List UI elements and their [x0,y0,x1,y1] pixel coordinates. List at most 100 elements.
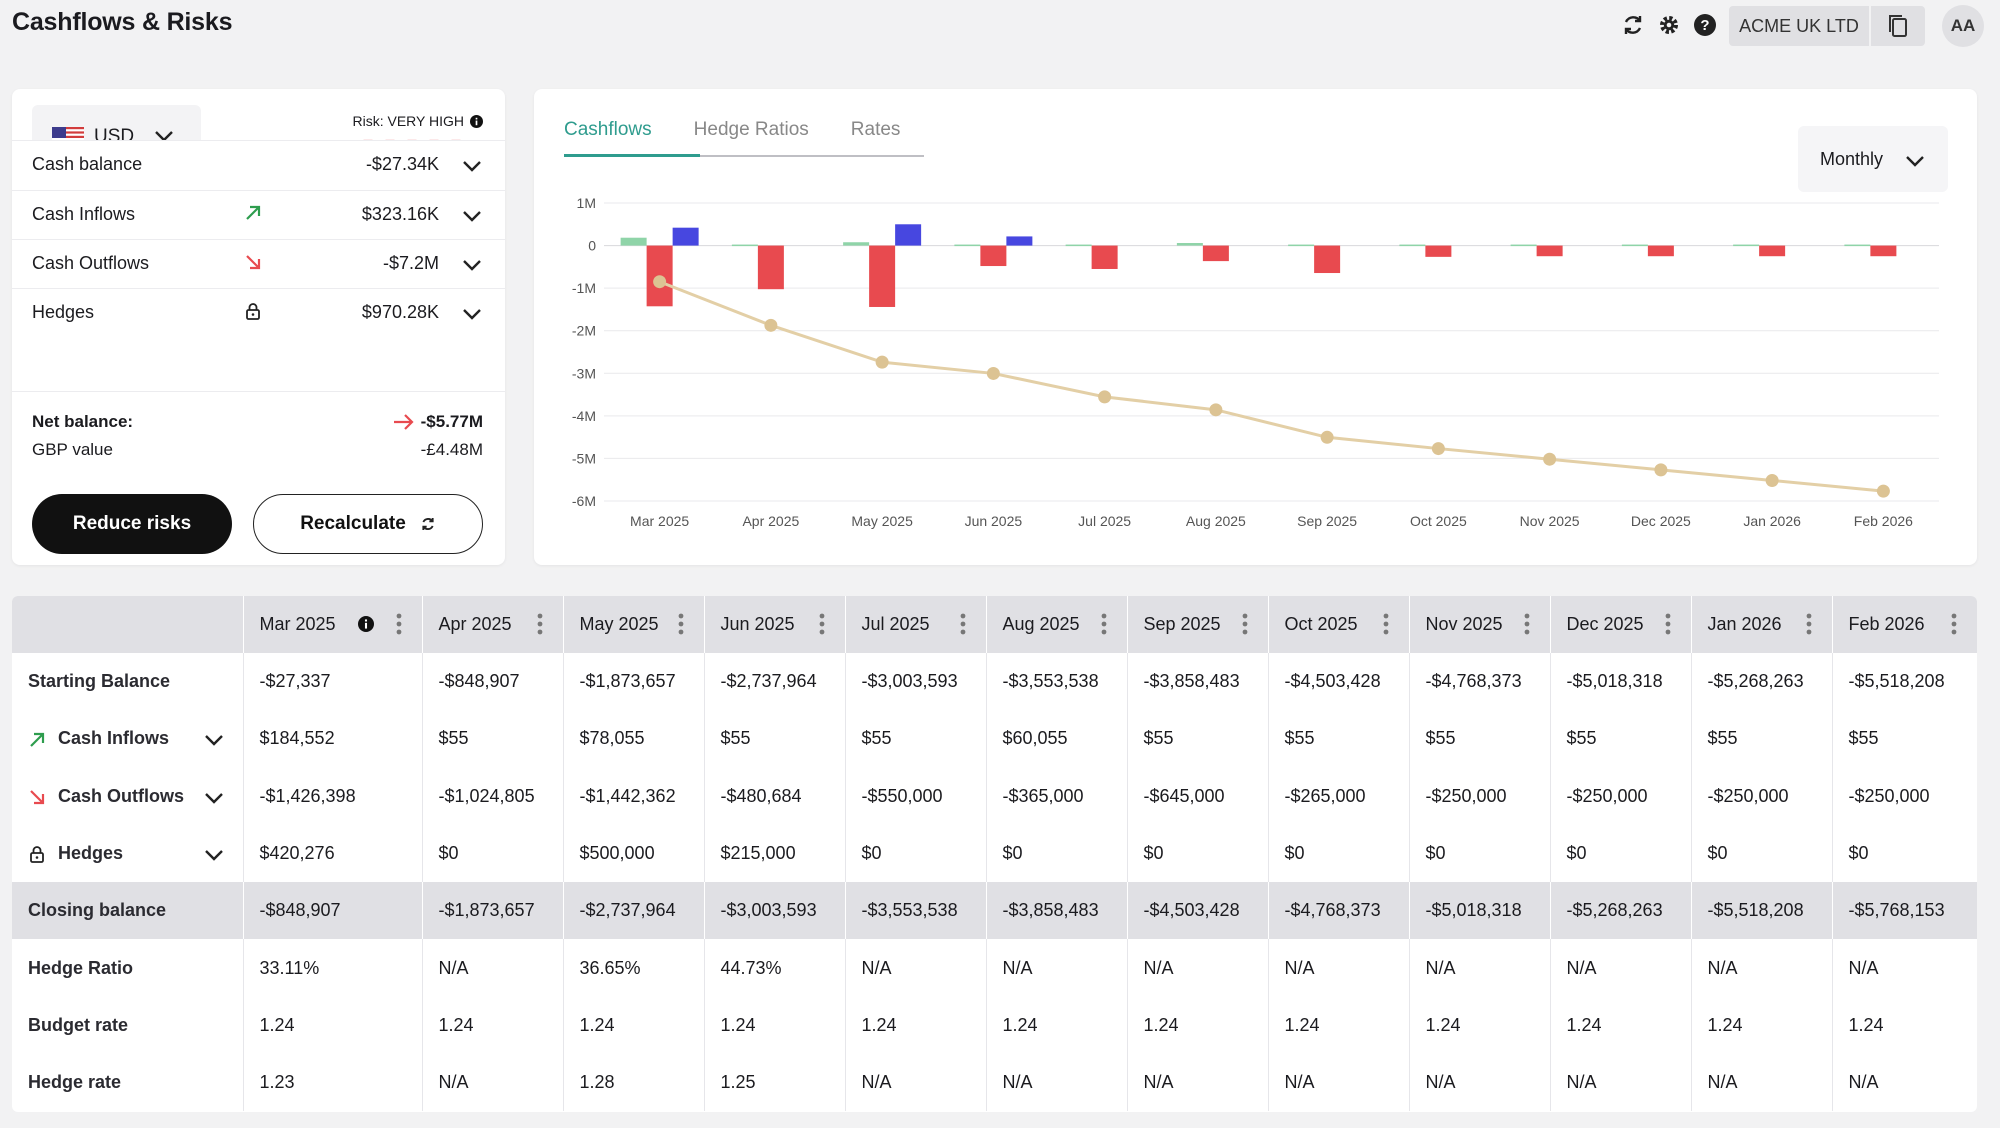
table-cell: -$5,018,318 [1549,653,1691,711]
chevron-down-icon[interactable] [461,303,483,325]
kebab-menu-icon[interactable] [396,613,402,635]
bar-inflow[interactable] [843,242,870,246]
bar-outflow[interactable] [1870,245,1897,257]
recalculate-button[interactable]: Recalculate [253,494,483,554]
bar-outflow[interactable] [980,245,1007,267]
refresh-icon [422,517,434,531]
bar-outflow[interactable] [757,245,784,290]
table-header-month: Jun 2025 [703,596,845,653]
table-cell: -$1,426,398 [242,767,422,825]
bar-outflow[interactable] [1759,245,1786,257]
bar-inflow[interactable] [1844,244,1871,247]
bar-inflow[interactable] [1399,244,1426,247]
help-icon[interactable]: ? [1692,12,1718,38]
chevron-down-icon[interactable] [461,254,483,276]
bar-hedge[interactable] [1006,236,1033,246]
bar-inflow[interactable] [620,237,647,246]
row-label-text: Hedges [58,843,124,864]
table-cell: N/A [1831,1054,1977,1112]
row-icon [28,731,46,749]
kebab-menu-icon[interactable] [1951,613,1957,635]
table-cell: N/A [1549,939,1691,997]
table-cell: -$4,503,428 [1267,653,1409,711]
tab-cashflows[interactable]: Cashflows [564,119,652,140]
balance-point[interactable] [1320,430,1334,444]
balance-point[interactable] [1876,484,1890,498]
gear-icon[interactable] [1656,12,1682,38]
balance-point[interactable] [653,275,667,289]
kebab-menu-icon[interactable] [960,613,966,635]
bar-hedge[interactable] [895,224,922,246]
balance-point[interactable] [1765,473,1779,487]
tab-rates[interactable]: Rates [850,119,901,140]
table-cell: $0 [1831,824,1977,883]
table-row[interactable]: Hedges $420,276 $0 $500,000 $215,000 $0 $0 $0 $0… [12,824,1977,883]
month-label: Dec 2025 [1566,614,1644,634]
bar-outflow[interactable] [1091,245,1118,269]
chevron-down-icon[interactable] [203,729,225,751]
net-balance-section: Net balance: GBP value -$5.77M -£4.48M [12,391,505,479]
kebab-menu-icon[interactable] [1665,613,1671,635]
bar-inflow[interactable] [1288,244,1315,247]
bar-inflow[interactable] [954,244,981,247]
kebab-menu-icon[interactable] [1524,613,1530,635]
bar-outflow[interactable] [1202,245,1229,262]
balance-point[interactable] [1543,452,1557,466]
summary-row[interactable]: Hedges $970.28K [12,288,505,336]
table-cell: 1.24 [1831,996,1977,1055]
kebab-menu-icon[interactable] [1806,613,1812,635]
bar-inflow[interactable] [1621,244,1648,247]
table-header-month: Oct 2025 [1267,596,1409,653]
bar-outflow[interactable] [869,245,896,307]
info-icon[interactable] [357,616,374,632]
kebab-menu-icon[interactable] [537,613,543,635]
table-cell: $55 [1126,710,1268,768]
bar-hedge[interactable] [672,227,699,246]
table-cell: $0 [985,824,1127,883]
chevron-down-icon[interactable] [203,787,225,809]
bar-outflow[interactable] [1647,245,1674,257]
period-selector[interactable]: Monthly [1798,126,1948,192]
tab-hedge-ratios[interactable]: Hedge Ratios [693,119,809,140]
x-tick-label: Dec 2025 [1631,513,1691,529]
copy-button[interactable] [1871,6,1925,46]
table-cell: $55 [844,710,986,768]
table-row[interactable]: Cash Outflows -$1,426,398 -$1,024,805 -$1,4… [12,767,1977,825]
balance-point[interactable] [1098,390,1112,404]
balance-point[interactable] [1654,463,1668,477]
balance-point[interactable] [1431,442,1445,456]
info-icon[interactable] [470,114,483,128]
table-row[interactable]: Cash Inflows $184,552 $55 $78,055 $55 $55 $60,… [12,710,1977,768]
chevron-down-icon[interactable] [461,155,483,177]
bar-inflow[interactable] [1176,243,1203,246]
balance-point[interactable] [1209,403,1223,417]
kebab-menu-icon[interactable] [1242,613,1248,635]
bar-outflow[interactable] [1425,245,1452,257]
kebab-menu-icon[interactable] [1101,613,1107,635]
period-label: Monthly [1820,148,1884,169]
bar-inflow[interactable] [1510,244,1537,247]
summary-row[interactable]: Cash Outflows -$7.2M [12,239,505,287]
bar-inflow[interactable] [731,244,758,247]
summary-row[interactable]: Cash Inflows $323.16K [12,190,505,238]
bar-outflow[interactable] [1536,245,1563,257]
risk-label: Risk: VERY HIGH [352,113,483,129]
bar-inflow[interactable] [1733,244,1760,247]
bar-outflow[interactable] [1314,245,1341,274]
reduce-risks-button[interactable]: Reduce risks [32,494,232,554]
bar-inflow[interactable] [1065,244,1092,247]
summary-row[interactable]: Cash balance -$27.34K [12,140,505,188]
chevron-down-icon[interactable] [203,844,225,866]
kebab-menu-icon[interactable] [819,613,825,635]
chevron-down-icon[interactable] [461,205,483,227]
table-cell: $55 [703,710,845,768]
refresh-icon[interactable] [1620,12,1646,38]
balance-point[interactable] [764,318,778,332]
balance-point[interactable] [986,366,1000,380]
kebab-menu-icon[interactable] [1383,613,1389,635]
avatar[interactable]: AA [1942,5,1984,47]
kebab-menu-icon[interactable] [678,613,684,635]
company-selector[interactable]: ACME UK LTD [1729,6,1869,46]
table-cell: $55 [1690,710,1832,768]
balance-point[interactable] [875,355,889,369]
